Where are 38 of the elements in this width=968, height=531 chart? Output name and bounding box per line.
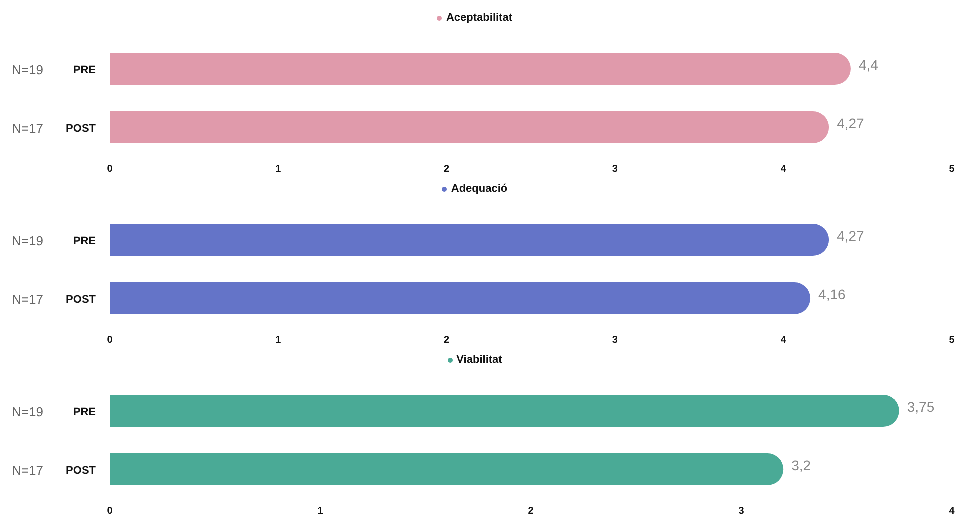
x-tick-label: 1 bbox=[276, 164, 282, 176]
text: N=19 bbox=[12, 62, 44, 78]
data-label: 4,4 bbox=[858, 57, 879, 73]
y-tick-label: POST bbox=[66, 464, 96, 477]
x-tick-label: 1 bbox=[318, 506, 324, 518]
x-tick-label: 0 bbox=[107, 506, 114, 518]
x-tick-label: 3 bbox=[612, 335, 618, 346]
x-tick-label: 3 bbox=[738, 506, 745, 518]
legend-label: Aceptabilitat bbox=[446, 12, 512, 24]
x-tick-label: 4 bbox=[780, 164, 787, 176]
text: N=17 bbox=[12, 120, 44, 136]
x-tick-label: 5 bbox=[949, 335, 956, 346]
data-label: 4,27 bbox=[837, 228, 865, 244]
data-label: 3,2 bbox=[792, 458, 812, 474]
x-tick-label: 1 bbox=[276, 335, 282, 346]
legend-label: Viabilitat bbox=[456, 354, 502, 366]
data-label: 3,75 bbox=[907, 399, 935, 415]
data-label: 4,27 bbox=[837, 116, 865, 132]
y-tick-label: POST bbox=[66, 122, 96, 135]
y-tick-label: PRE bbox=[73, 235, 96, 248]
text: N=19 bbox=[12, 233, 44, 248]
text: N=17 bbox=[12, 292, 44, 307]
x-tick-label: 4 bbox=[780, 335, 787, 346]
data-label: 4,16 bbox=[818, 286, 846, 302]
text: N=17 bbox=[12, 462, 44, 478]
x-tick-label: 5 bbox=[949, 164, 956, 176]
x-tick-label: 0 bbox=[107, 335, 114, 346]
x-tick-label: 2 bbox=[444, 164, 450, 176]
x-tick-label: 4 bbox=[949, 506, 956, 518]
y-tick-label: PRE bbox=[73, 406, 96, 418]
text: N=19 bbox=[12, 404, 44, 420]
y-tick-label: POST bbox=[66, 294, 96, 306]
y-tick-label: PRE bbox=[73, 64, 96, 76]
x-tick-label: 3 bbox=[612, 164, 618, 176]
x-tick-label: 2 bbox=[528, 506, 534, 518]
x-tick-label: 0 bbox=[107, 164, 114, 176]
x-tick-label: 2 bbox=[444, 335, 450, 346]
legend-label: Adequació bbox=[451, 183, 508, 195]
